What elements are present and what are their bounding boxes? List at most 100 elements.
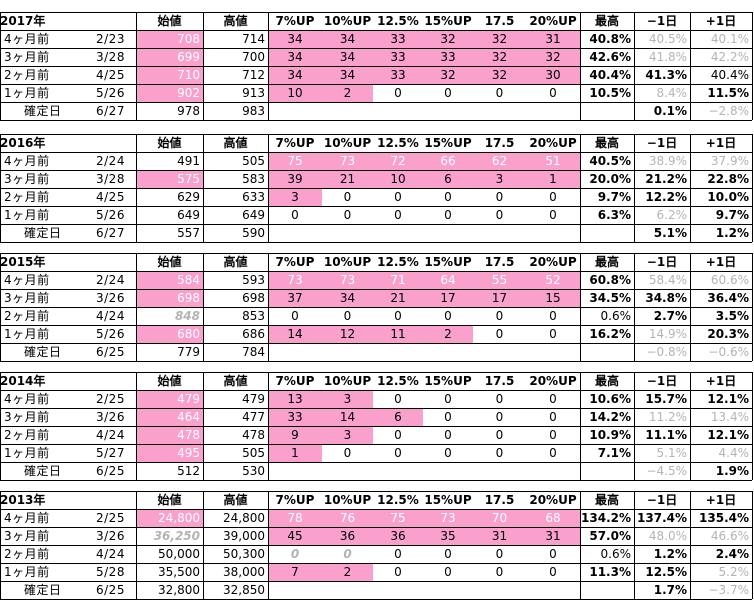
max-rate: 20.0%	[589, 172, 631, 186]
count-c10: 73	[339, 273, 356, 287]
open-price: 699	[177, 50, 200, 64]
row-label: 4ヶ月前	[4, 273, 50, 287]
minus1-rate: 6.2%	[656, 208, 688, 222]
grid-col-line	[0, 491, 1, 599]
count-c15: 0	[444, 410, 452, 424]
grid-row-line	[0, 188, 752, 189]
column-header: 10%UP	[323, 255, 372, 269]
count-c20: 51	[545, 154, 561, 168]
count-c15: 17	[440, 291, 456, 305]
highlight-cell	[526, 66, 580, 84]
highlight-cell	[136, 170, 203, 188]
confirm-date: 6/27	[96, 226, 125, 240]
confirm-minus1: 1.7%	[653, 583, 687, 597]
grid-row-line	[0, 480, 752, 481]
grid-col-line	[752, 372, 753, 480]
open-price: 848	[174, 309, 200, 323]
grid-col-line	[203, 491, 204, 599]
highlight-cell	[136, 84, 203, 102]
row-date: 3/28	[96, 50, 125, 64]
row-label: 4ヶ月前	[4, 154, 50, 168]
highlight-cell	[136, 48, 203, 66]
column-header: 7%UP	[275, 14, 315, 28]
grid-col-line	[268, 253, 269, 361]
count-c7: 14	[287, 327, 303, 341]
count-c175: 62	[491, 154, 508, 168]
grid-col-line	[580, 253, 581, 361]
count-c20: 0	[549, 446, 557, 460]
column-header: 始値	[157, 14, 182, 28]
plus1-rate: 5.2%	[718, 565, 750, 579]
highlight-cell	[268, 30, 322, 48]
year-header: 2017年	[0, 14, 46, 28]
highlight-cell	[136, 390, 203, 408]
column-header: 17.5	[484, 255, 515, 269]
count-c7: 45	[287, 529, 303, 543]
count-c10: 0	[343, 309, 352, 323]
confirm-high: 784	[242, 345, 265, 359]
high-price: 593	[242, 273, 265, 287]
grid-col-line	[136, 372, 137, 480]
grid-row-line	[0, 134, 752, 135]
row-date: 4/25	[96, 190, 125, 204]
highlight-cell	[268, 170, 322, 188]
open-price: 35,500	[158, 565, 200, 579]
minus1-rate: 58.4%	[648, 273, 687, 287]
highlight-cell	[268, 444, 322, 462]
column-header: +1日	[705, 493, 737, 507]
highlight-cell	[373, 289, 423, 307]
year-header: 2013年	[0, 493, 46, 507]
count-c10: 2	[343, 86, 352, 100]
highlight-cell	[322, 152, 373, 170]
column-header: 20%UP	[529, 493, 577, 507]
open-price: 495	[177, 446, 200, 460]
high-price: 50,300	[223, 547, 265, 561]
high-price: 505	[242, 446, 265, 460]
highlight-cell	[136, 509, 203, 527]
high-price: 39,000	[223, 529, 265, 543]
plus1-rate: 37.9%	[710, 154, 749, 168]
plus1-rate: 12.1%	[707, 428, 749, 442]
minus1-rate: 21.2%	[645, 172, 687, 186]
max-rate: 40.8%	[589, 32, 631, 46]
minus1-rate: 41.3%	[645, 68, 687, 82]
column-header: −1日	[646, 136, 678, 150]
grid-row-line	[0, 170, 752, 171]
confirm-open: 512	[177, 464, 200, 478]
highlight-cell	[136, 426, 203, 444]
grid-col-line	[0, 12, 1, 120]
max-rate: 40.4%	[589, 68, 631, 82]
count-c7: 34	[287, 32, 303, 46]
grid-row-line	[0, 206, 752, 207]
count-c20: 32	[545, 50, 561, 64]
count-c125: 75	[390, 511, 406, 525]
column-header: 15%UP	[424, 136, 472, 150]
count-c175: 55	[491, 273, 508, 287]
column-header: 12.5%	[377, 14, 419, 28]
confirm-label: 確定日	[24, 583, 62, 597]
grid-col-line	[0, 134, 1, 242]
column-header: +1日	[705, 14, 737, 28]
count-c175: 0	[495, 86, 504, 100]
column-header: 7%UP	[275, 493, 315, 507]
column-header: 始値	[157, 136, 182, 150]
max-rate: 42.6%	[589, 50, 631, 64]
grid-row-line	[0, 271, 752, 272]
count-c10: 34	[339, 68, 356, 82]
confirm-minus1: −0.8%	[646, 345, 687, 359]
column-header: 10%UP	[323, 374, 372, 388]
count-c15: 6	[444, 172, 452, 186]
minus1-rate: 137.4%	[637, 511, 687, 525]
count-c125: 33	[390, 32, 406, 46]
count-c15: 0	[444, 86, 452, 100]
grid-col-line	[203, 12, 204, 120]
column-header: 12.5%	[377, 493, 419, 507]
grid-col-line	[580, 134, 581, 242]
highlight-cell	[136, 408, 203, 426]
count-c125: 0	[394, 208, 402, 222]
highlight-cell	[373, 170, 423, 188]
count-c10: 73	[339, 154, 356, 168]
row-label: 3ヶ月前	[4, 529, 50, 543]
row-date: 3/26	[96, 291, 125, 305]
grid-col-line	[580, 12, 581, 120]
